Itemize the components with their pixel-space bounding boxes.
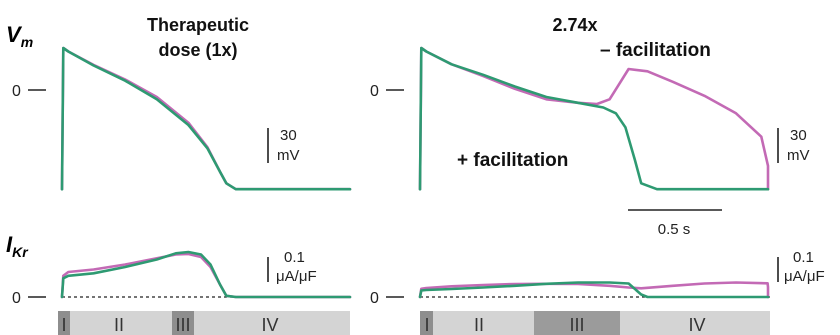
phase-label-left-II: II xyxy=(114,315,124,335)
vm-row-label: Vm xyxy=(6,22,33,50)
vm-274x-trace-with-facilitation xyxy=(418,46,770,191)
annotation-minus-facilitation: – facilitation xyxy=(600,40,711,61)
phase-segment-right-III xyxy=(534,311,620,335)
phase-label-left-IV: IV xyxy=(261,315,278,335)
vm-therapeutic-trace-with-facilitation xyxy=(60,46,352,191)
ikr-left-scale-unit: μA/μF xyxy=(276,268,317,285)
phase-bar-right: I II III IV xyxy=(420,311,770,335)
phase-segment-left-III xyxy=(172,311,194,335)
phase-segment-left-I xyxy=(58,311,70,335)
ikr-right-zero-label: 0 xyxy=(370,290,379,307)
phase-bar-left: I II III IV xyxy=(58,311,350,335)
vm-left-scale-unit: mV xyxy=(277,147,300,164)
vm-right-scale-value: 30 xyxy=(790,127,807,144)
phase-label-right-II: II xyxy=(474,315,484,335)
ikr-right-scale-value: 0.1 xyxy=(793,249,814,266)
ikr-therapeutic-trace-with-facilitation xyxy=(60,250,352,299)
ikr-274x-trace-with-facilitation xyxy=(418,281,770,299)
panel-left-title-line1: Therapeutic xyxy=(147,15,249,35)
ikr-left-zero-label: 0 xyxy=(12,290,21,307)
phase-segment-right-II xyxy=(433,311,534,335)
ikr-left-scale-value: 0.1 xyxy=(284,249,305,266)
vm-left-zero-label: 0 xyxy=(12,83,21,100)
phase-segment-right-I xyxy=(420,311,433,335)
phase-segment-left-II xyxy=(70,311,172,335)
phase-segment-right-IV xyxy=(620,311,770,335)
phase-segment-left-IV xyxy=(194,311,350,335)
vm-right-zero-label: 0 xyxy=(370,83,379,100)
panel-left-title-line2: dose (1x) xyxy=(158,40,237,60)
traces-layer xyxy=(60,46,770,299)
ikr-right-scale-unit: μA/μF xyxy=(784,268,825,285)
panel-right-title: 2.74x xyxy=(552,15,597,35)
phase-label-right-III: III xyxy=(569,315,584,335)
phase-label-left-III: III xyxy=(175,315,190,335)
vm-therapeutic-trace-without-facilitation xyxy=(60,46,352,191)
time-scale-label: 0.5 s xyxy=(658,221,691,238)
phase-label-right-I: I xyxy=(424,315,429,335)
vm-right-scale-unit: mV xyxy=(787,147,810,164)
vm-left-scale-value: 30 xyxy=(280,127,297,144)
ikr-row-label: IKr xyxy=(6,232,29,260)
phase-label-right-IV: IV xyxy=(688,315,705,335)
phase-label-left-I: I xyxy=(61,315,66,335)
annotation-plus-facilitation: + facilitation xyxy=(457,150,568,171)
ikr-274x-trace-without-facilitation xyxy=(418,281,770,299)
